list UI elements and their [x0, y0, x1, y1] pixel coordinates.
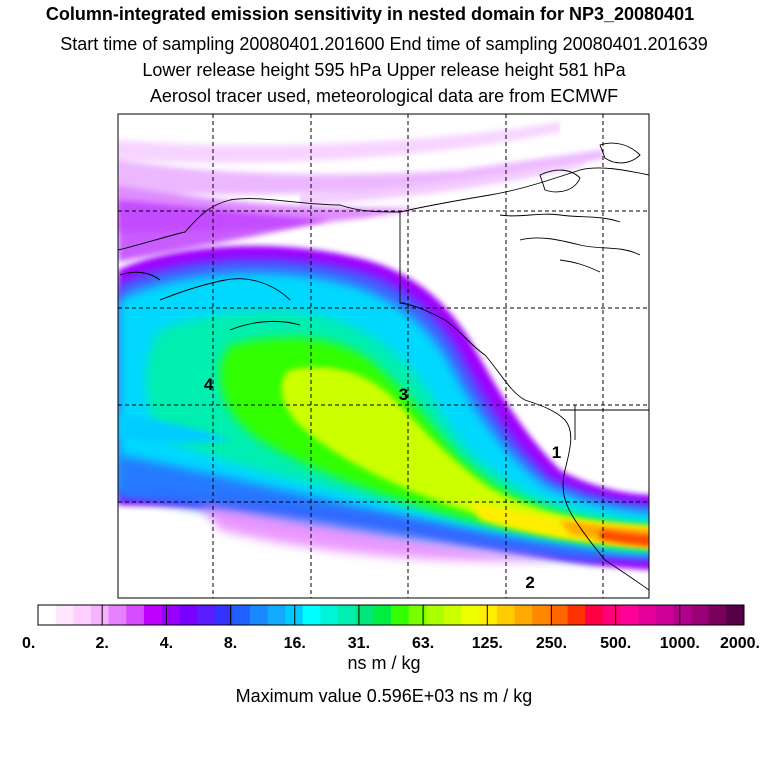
colorbar-cell: [320, 605, 339, 625]
receptor-markers: 4 3 2 1: [204, 375, 561, 592]
colorbar-tick-label: 125.: [472, 635, 503, 652]
receptor-marker: 3: [399, 385, 408, 404]
colorbar-tick-label: 8.: [224, 635, 237, 652]
colorbar-cell: [496, 605, 516, 625]
page-title: Column-integrated emission sensitivity i…: [45, 4, 695, 24]
main-plume: [118, 245, 649, 570]
maximum-value: Maximum value 0.596E+03 ns m / kg: [235, 686, 533, 706]
colorbar-cell: [514, 605, 533, 625]
colorbar-tick-label: 2.: [96, 635, 109, 652]
colorbar-labels: 0. 2. 4. 8. 16. 31. 63. 125. 250. 500. 1000. 2000.: [22, 605, 760, 652]
colorbar-cell: [373, 605, 392, 625]
colorbar-cell: [302, 605, 321, 625]
colorbar-cell: [655, 605, 674, 625]
colorbar-cell: [673, 605, 692, 625]
colorbar-tick-label: 500.: [600, 635, 631, 652]
sampling-times: Start time of sampling 20080401.201600 E…: [60, 34, 708, 54]
colorbar-cell: [391, 605, 410, 625]
colorbar-tick-label: 0.: [22, 635, 35, 652]
colorbar-cell: [55, 605, 74, 625]
colorbar-cell: [638, 605, 657, 625]
colorbar-frame: [37, 604, 745, 626]
colorbar-tick-label: 250.: [536, 635, 567, 652]
colorbar-cell: [90, 605, 110, 625]
colorbar-cell: [126, 605, 145, 625]
colorbar-cell: [161, 605, 180, 625]
colorbar-cell: [691, 605, 710, 625]
receptor-marker: 4: [204, 375, 214, 394]
colorbar: [37, 604, 745, 626]
receptor-marker: 2: [525, 573, 534, 592]
tracer-info: Aerosol tracer used, meteorological data…: [149, 86, 619, 106]
receptor-marker: 1: [552, 443, 561, 462]
colorbar-cell: [108, 605, 127, 625]
graticule: [118, 114, 649, 598]
map-area: 4 3 2 1: [118, 114, 649, 598]
colorbar-cell: [196, 605, 215, 625]
colorbar-cell: [620, 605, 639, 625]
colorbar-cell: [179, 605, 198, 625]
colorbar-cell: [143, 605, 163, 625]
colorbar-units: ns m / kg: [347, 653, 421, 673]
colorbar-cell: [355, 605, 374, 625]
colorbar-tick-label: 31.: [348, 635, 370, 652]
colorbar-cell: [73, 605, 92, 625]
colorbar-cell: [549, 605, 568, 625]
colorbar-cell: [708, 605, 727, 625]
colorbar-cell: [443, 605, 463, 625]
colorbar-tick-label: 63.: [412, 635, 434, 652]
colorbar-cell: [232, 605, 251, 625]
colorbar-tick-label: 4.: [160, 635, 173, 652]
colorbar-cell: [585, 605, 604, 625]
colorbar-cell: [338, 605, 357, 625]
map-frame: [117, 113, 650, 599]
colorbar-tick-label: 2000.: [720, 635, 760, 652]
colorbar-tick-label: 1000.: [660, 635, 700, 652]
colorbar-cell: [726, 605, 745, 625]
colorbar-cell: [249, 605, 268, 625]
colorbar-cell: [267, 605, 286, 625]
colorbar-cell: [426, 605, 445, 625]
colorbar-cell: [532, 605, 551, 625]
colorbar-cell: [214, 605, 233, 625]
colorbar-cell: [602, 605, 621, 625]
colorbar-cell: [38, 605, 57, 625]
colorbar-tick-label: 16.: [284, 635, 306, 652]
colorbar-cell: [461, 605, 480, 625]
colorbar-cell: [479, 605, 498, 625]
colorbar-cell: [567, 605, 586, 625]
colorbar-cell: [408, 605, 427, 625]
release-heights: Lower release height 595 hPa Upper relea…: [142, 60, 626, 80]
coastlines: [118, 142, 649, 591]
northern-plume-core: [118, 200, 330, 262]
colorbar-cell: [285, 605, 304, 625]
